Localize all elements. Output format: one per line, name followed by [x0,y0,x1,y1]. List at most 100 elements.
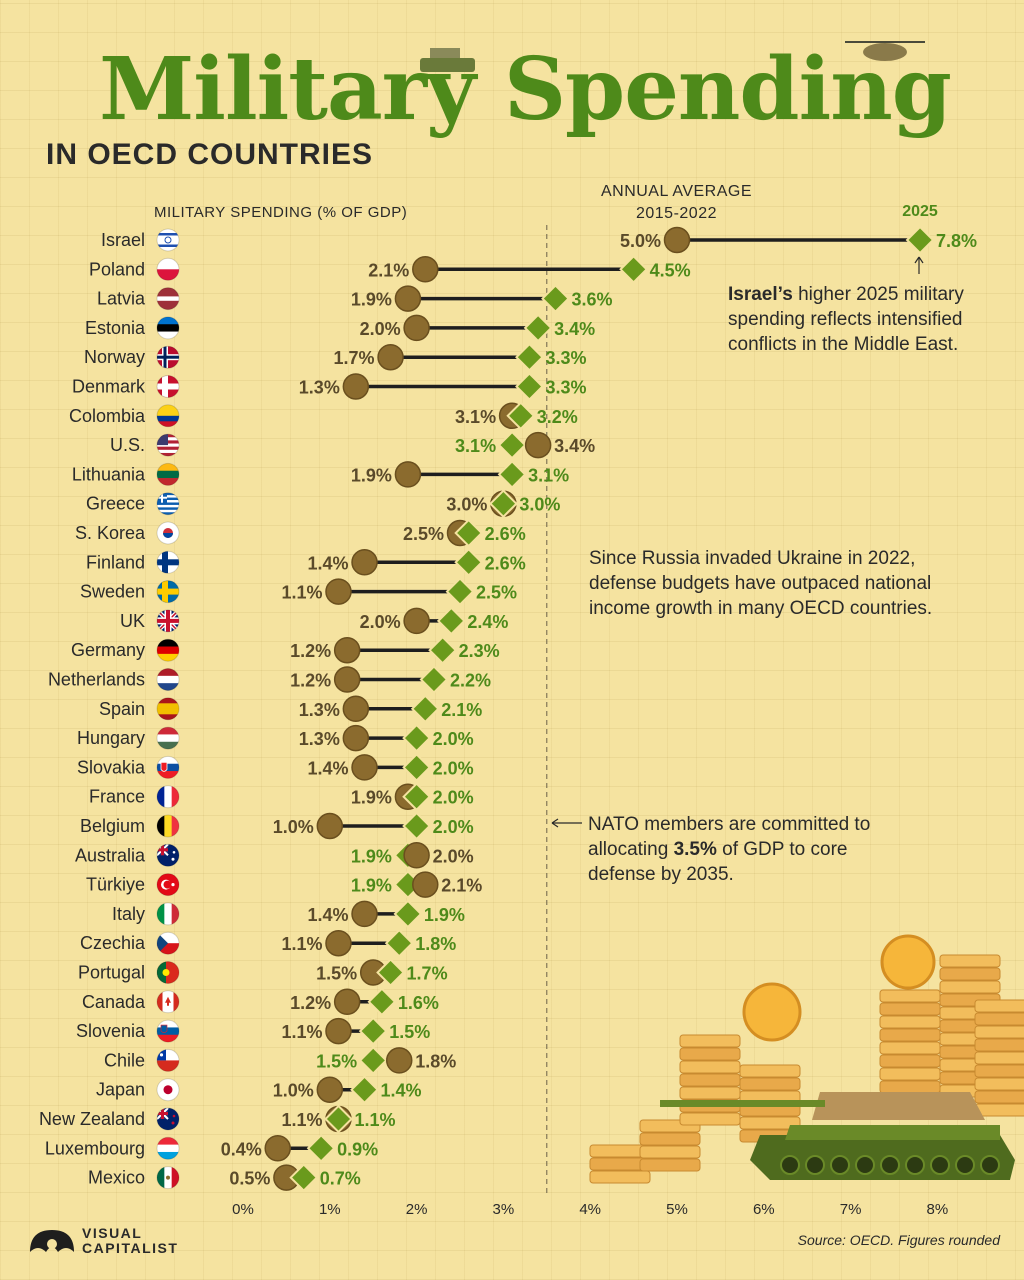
y2025-marker-estonia [523,313,553,343]
israel-arrow-head [914,256,924,264]
avg-label-norway: 1.7% [334,348,375,368]
coin-stack-icon [974,1025,1024,1039]
y2025-label-latvia: 3.6% [571,290,612,310]
avg-marker-denmark [342,373,370,400]
country-label-italy: Italy [112,904,145,924]
y2025-label-sweden: 2.5% [476,583,517,603]
brand-icon [30,1230,74,1252]
country-label-latvia: Latvia [97,289,146,309]
country-label-t-rkiye: Türkiye [86,875,145,895]
coin-stack-icon [974,1103,1024,1117]
y2025-label-slovakia: 2.0% [433,758,474,778]
y2025-label-uk: 2.4% [467,612,508,632]
avg-label-luxembourg: 0.4% [221,1139,262,1159]
avg-marker-czechia [325,929,352,957]
estonia-flag [156,316,180,340]
avg-marker-sweden [325,578,352,605]
country-label-japan: Japan [96,1080,145,1100]
avg-label-chile: 1.8% [415,1051,456,1071]
y2025-label-italy: 1.9% [424,905,465,925]
y-axis-label: MILITARY SPENDING (% OF GDP) [154,204,408,221]
y2025-marker-belgium [402,811,432,841]
avg-label-lithuania: 1.9% [351,465,392,485]
country-label-luxembourg: Luxembourg [45,1138,145,1158]
coin-stack-icon [974,1077,1024,1091]
coin-stack-icon [879,1080,941,1094]
x-tick-label: 7% [840,1201,862,1218]
coin-stack-icon [879,1028,941,1042]
y2025-marker-greece [488,489,518,519]
country-label-norway: Norway [84,347,145,367]
country-label-lithuania: Lithuania [72,464,146,484]
coin-stack-icon [974,999,1024,1013]
avg-marker-lithuania [394,461,422,488]
avg-label-france: 1.9% [351,788,392,808]
coin-stack-icon [679,1086,741,1100]
brand-logo: VISUAL CAPITALIST [82,1226,178,1256]
latvia-flag [156,287,180,311]
decorative-illustration [420,41,1024,1184]
tank-wheel-icon [930,1155,950,1175]
belgium-flag [156,814,180,838]
portugal-flag [156,961,180,984]
country-label-netherlands: Netherlands [48,670,145,690]
brand-line2: CAPITALIST [82,1240,179,1256]
avg-marker-estonia [403,314,430,342]
avg-marker-italy [351,900,378,928]
slovenia-flag [156,1019,180,1043]
coin-stack-icon [679,1047,741,1061]
canada-flag [156,990,180,1014]
avg-label-greece: 3.0% [446,495,487,515]
avg-label-u-s: 3.4% [554,436,595,456]
x-tick-label: 5% [666,1201,688,1218]
y2025-marker-italy [393,899,423,929]
y2025-label-australia: 1.9% [351,846,392,866]
poland-flag [156,257,180,281]
avg-label-israel: 5.0% [620,231,661,251]
coin-stack-icon [879,989,941,1003]
x-tick-label: 3% [493,1201,515,1218]
israel-annotation: Israel’s higher 2025 military spending r… [728,282,1013,357]
south-korea-flag [156,521,180,545]
netherlands-flag [156,668,180,691]
avg-marker-luxembourg [264,1135,291,1162]
y2025-marker-mexico [289,1163,319,1193]
tank-wheel-icon [980,1155,1000,1175]
avg-label-netherlands: 1.2% [290,671,331,691]
coin-stack-icon [739,1064,801,1078]
avg-label-new-zealand: 1.1% [281,1110,322,1130]
avg-marker-slovenia [325,1017,352,1045]
y2025-marker-uk [436,606,466,636]
coin-icon [880,934,936,990]
tank-wheel-icon [780,1155,800,1175]
y2025-label-france: 2.0% [433,788,474,808]
avg-marker-spain [342,695,370,723]
avg-marker-t-rkiye [412,871,439,898]
vehicle-turret-icon [430,48,460,58]
country-label-belgium: Belgium [80,816,145,836]
y2025-label-japan: 1.4% [381,1081,422,1101]
avg-label-italy: 1.4% [307,905,348,925]
coin-stack-icon [974,1012,1024,1026]
y2025-marker-s-korea [454,518,484,548]
avg-marker-latvia [394,285,422,312]
avg-marker-hungary [342,724,370,752]
y2025-marker-netherlands [419,665,449,694]
y2025-label-denmark: 3.3% [545,378,586,398]
country-label-chile: Chile [104,1050,145,1070]
y2025-marker-slovakia [402,752,432,782]
australia-flag [156,843,180,867]
avg-label-japan: 1.0% [273,1081,314,1101]
y2025-marker-new-zealand [324,1104,353,1134]
avg-marker-slovakia [351,754,378,781]
y2025-marker-sweden [445,577,475,607]
x-tick-label: 0% [232,1201,254,1218]
country-label-slovakia: Slovakia [77,757,146,777]
y2025-marker-norway [515,342,544,372]
y2025-marker-lithuania [497,459,527,489]
y2025-marker-chile [358,1045,388,1075]
country-label-hungary: Hungary [77,728,145,748]
tank-wheel-icon [955,1155,975,1175]
avg-label-spain: 1.3% [299,700,340,720]
avg-label-portugal: 1.5% [316,964,357,984]
